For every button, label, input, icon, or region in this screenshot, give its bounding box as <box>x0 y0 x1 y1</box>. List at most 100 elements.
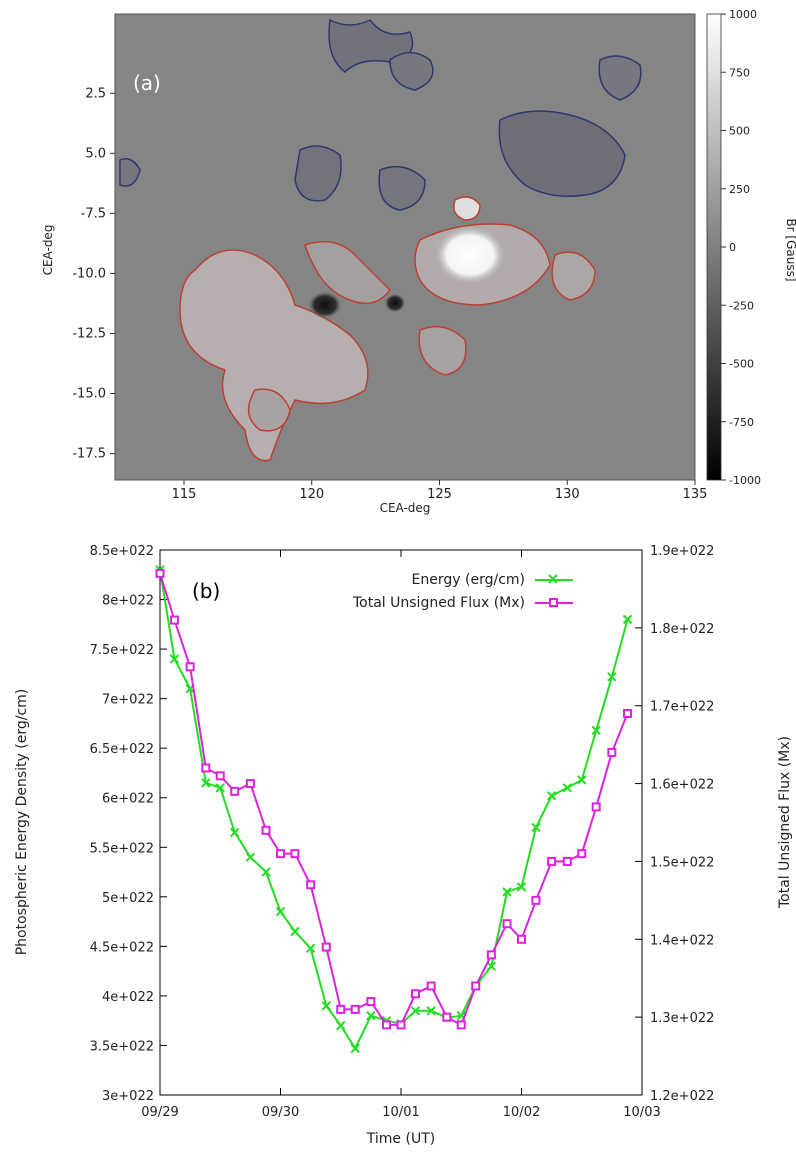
legend-energy-label: Energy (erg/cm) <box>412 572 525 588</box>
negative-sunspot-small <box>385 294 405 312</box>
magnetogram-y-tick-label: -12.5 <box>72 326 106 341</box>
time-x-tick-label: 10/01 <box>382 1105 419 1120</box>
flux-point <box>623 709 633 718</box>
right-y-tick-label: 1.6e+022 <box>650 778 714 793</box>
right-y-tick-label: 1.4e+022 <box>650 933 714 948</box>
energy-point <box>410 1006 421 1016</box>
energy-point <box>366 1011 376 1021</box>
left-y-tick-label: 6.5e+022 <box>90 742 154 757</box>
energy-point <box>305 943 316 954</box>
magnetogram-frame <box>114 13 696 481</box>
colorbar <box>706 13 722 481</box>
left-y-tick-label: 8e+022 <box>102 594 154 609</box>
flux-point <box>396 1020 406 1030</box>
magnetogram-x-tick-label: 120 <box>299 487 324 502</box>
time-x-tick-label: 10/02 <box>503 1105 540 1120</box>
magnetogram-y-tick-label: -7.5 <box>81 206 106 221</box>
negative-sunspot <box>309 292 341 318</box>
energy-point <box>336 1020 346 1031</box>
left-y-ticks: 8.5e+022 8e+022 7.5e+022 7e+022 6.5e+022 6e+0… <box>90 544 167 1104</box>
energy-point <box>426 1006 436 1016</box>
energy-point <box>531 822 541 833</box>
flux-point <box>562 856 572 866</box>
time-x-tick-label: 10/03 <box>623 1105 660 1120</box>
magnetogram-x-tick-label: 130 <box>555 487 580 502</box>
timeseries-panel: 8.5e+022 8e+022 7.5e+022 7e+022 6.5e+022 6e+0… <box>14 544 793 1147</box>
energy-point <box>502 887 512 897</box>
legend-flux-marker <box>549 598 558 607</box>
magnetogram-y-tick-label: 5.0 <box>85 146 106 161</box>
right-y-tick-label: 1.7e+022 <box>650 700 714 715</box>
magnetogram-y-tick-label: -10.0 <box>72 266 106 281</box>
energy-series-line <box>159 569 629 1051</box>
energy-point <box>486 961 497 971</box>
flux-point <box>185 662 195 672</box>
flux-point <box>577 849 587 859</box>
energy-point <box>215 783 225 793</box>
colorbar-tick-label: 750 <box>729 66 750 79</box>
flux-point <box>321 942 331 952</box>
colorbar-tick-label: -250 <box>729 299 754 312</box>
flux-point <box>155 568 165 578</box>
energy-point <box>516 882 527 892</box>
flux-point <box>426 981 436 991</box>
energy-point <box>201 778 211 788</box>
flux-point <box>336 1004 346 1014</box>
magnetogram-x-tick-label: 135 <box>683 487 708 502</box>
magnetogram-x-ticks: 115 120 125 130 135 <box>172 480 708 502</box>
flux-point <box>366 997 376 1007</box>
magnetogram-y-axis-label: CEA-deg <box>41 225 55 276</box>
time-axis-label: Time (UT) <box>366 1131 435 1147</box>
flux-point <box>531 895 541 905</box>
flux-series-line <box>159 573 629 1027</box>
positive-sunspot <box>436 227 504 283</box>
panel-b-label: (b) <box>192 579 220 603</box>
flux-point <box>471 981 481 991</box>
magnetogram-x-tick-label: 125 <box>427 487 452 502</box>
colorbar-ticks: 1000 750 500 250 0 -250 -500 -750 -1000 <box>721 8 761 487</box>
magnetogram-x-tick-label: 115 <box>172 487 197 502</box>
right-axis-label: Total Unsigned Flux (Mx) <box>777 736 793 909</box>
energy-point <box>607 672 617 682</box>
negative-polarity-regions <box>119 18 642 211</box>
flux-point <box>245 779 255 789</box>
time-x-tick-label: 09/30 <box>262 1105 299 1120</box>
flux-point <box>410 989 420 999</box>
right-y-tick-label: 1.2e+022 <box>650 1089 714 1104</box>
energy-point <box>321 1001 331 1011</box>
colorbar-tick-label: 500 <box>729 125 750 138</box>
left-y-tick-label: 4.5e+022 <box>90 940 154 955</box>
right-y-tick-label: 1.3e+022 <box>650 1011 714 1026</box>
magnetogram-panel: (a) 2.5 5.0 -7.5 -10.0 -12.5 -15.0 -17.5 115 12… <box>41 8 796 515</box>
left-y-tick-label: 7.5e+022 <box>90 643 154 658</box>
magnetogram-y-tick-label: 2.5 <box>85 86 106 101</box>
flux-point <box>456 1020 466 1030</box>
energy-point <box>622 614 633 625</box>
energy-point <box>245 852 256 862</box>
left-y-tick-label: 5.5e+022 <box>90 841 154 856</box>
energy-point <box>261 867 271 877</box>
energy-point <box>290 926 300 937</box>
right-y-tick-label: 1.5e+022 <box>650 855 714 870</box>
colorbar-tick-label: 1000 <box>729 8 757 21</box>
series-group <box>155 565 633 1054</box>
flux-point <box>215 771 225 781</box>
legend-energy-marker <box>548 574 558 584</box>
colorbar-tick-label: 0 <box>729 241 736 254</box>
left-y-tick-label: 3.5e+022 <box>90 1039 154 1054</box>
flux-point <box>607 747 617 757</box>
flux-point <box>290 849 300 859</box>
flux-point <box>382 1020 392 1030</box>
colorbar-label: Br [Gauss] <box>784 218 796 281</box>
flux-point <box>517 934 526 944</box>
flux-point <box>502 919 512 929</box>
legend-flux-label: Total Unsigned Flux (Mx) <box>352 595 525 611</box>
flux-point <box>591 802 601 812</box>
flux-point <box>350 1004 360 1014</box>
right-y-tick-label: 1.9e+022 <box>650 544 714 559</box>
flux-point <box>169 615 179 625</box>
energy-point <box>230 827 240 838</box>
energy-point <box>562 783 572 793</box>
left-y-tick-label: 5e+022 <box>102 891 154 906</box>
